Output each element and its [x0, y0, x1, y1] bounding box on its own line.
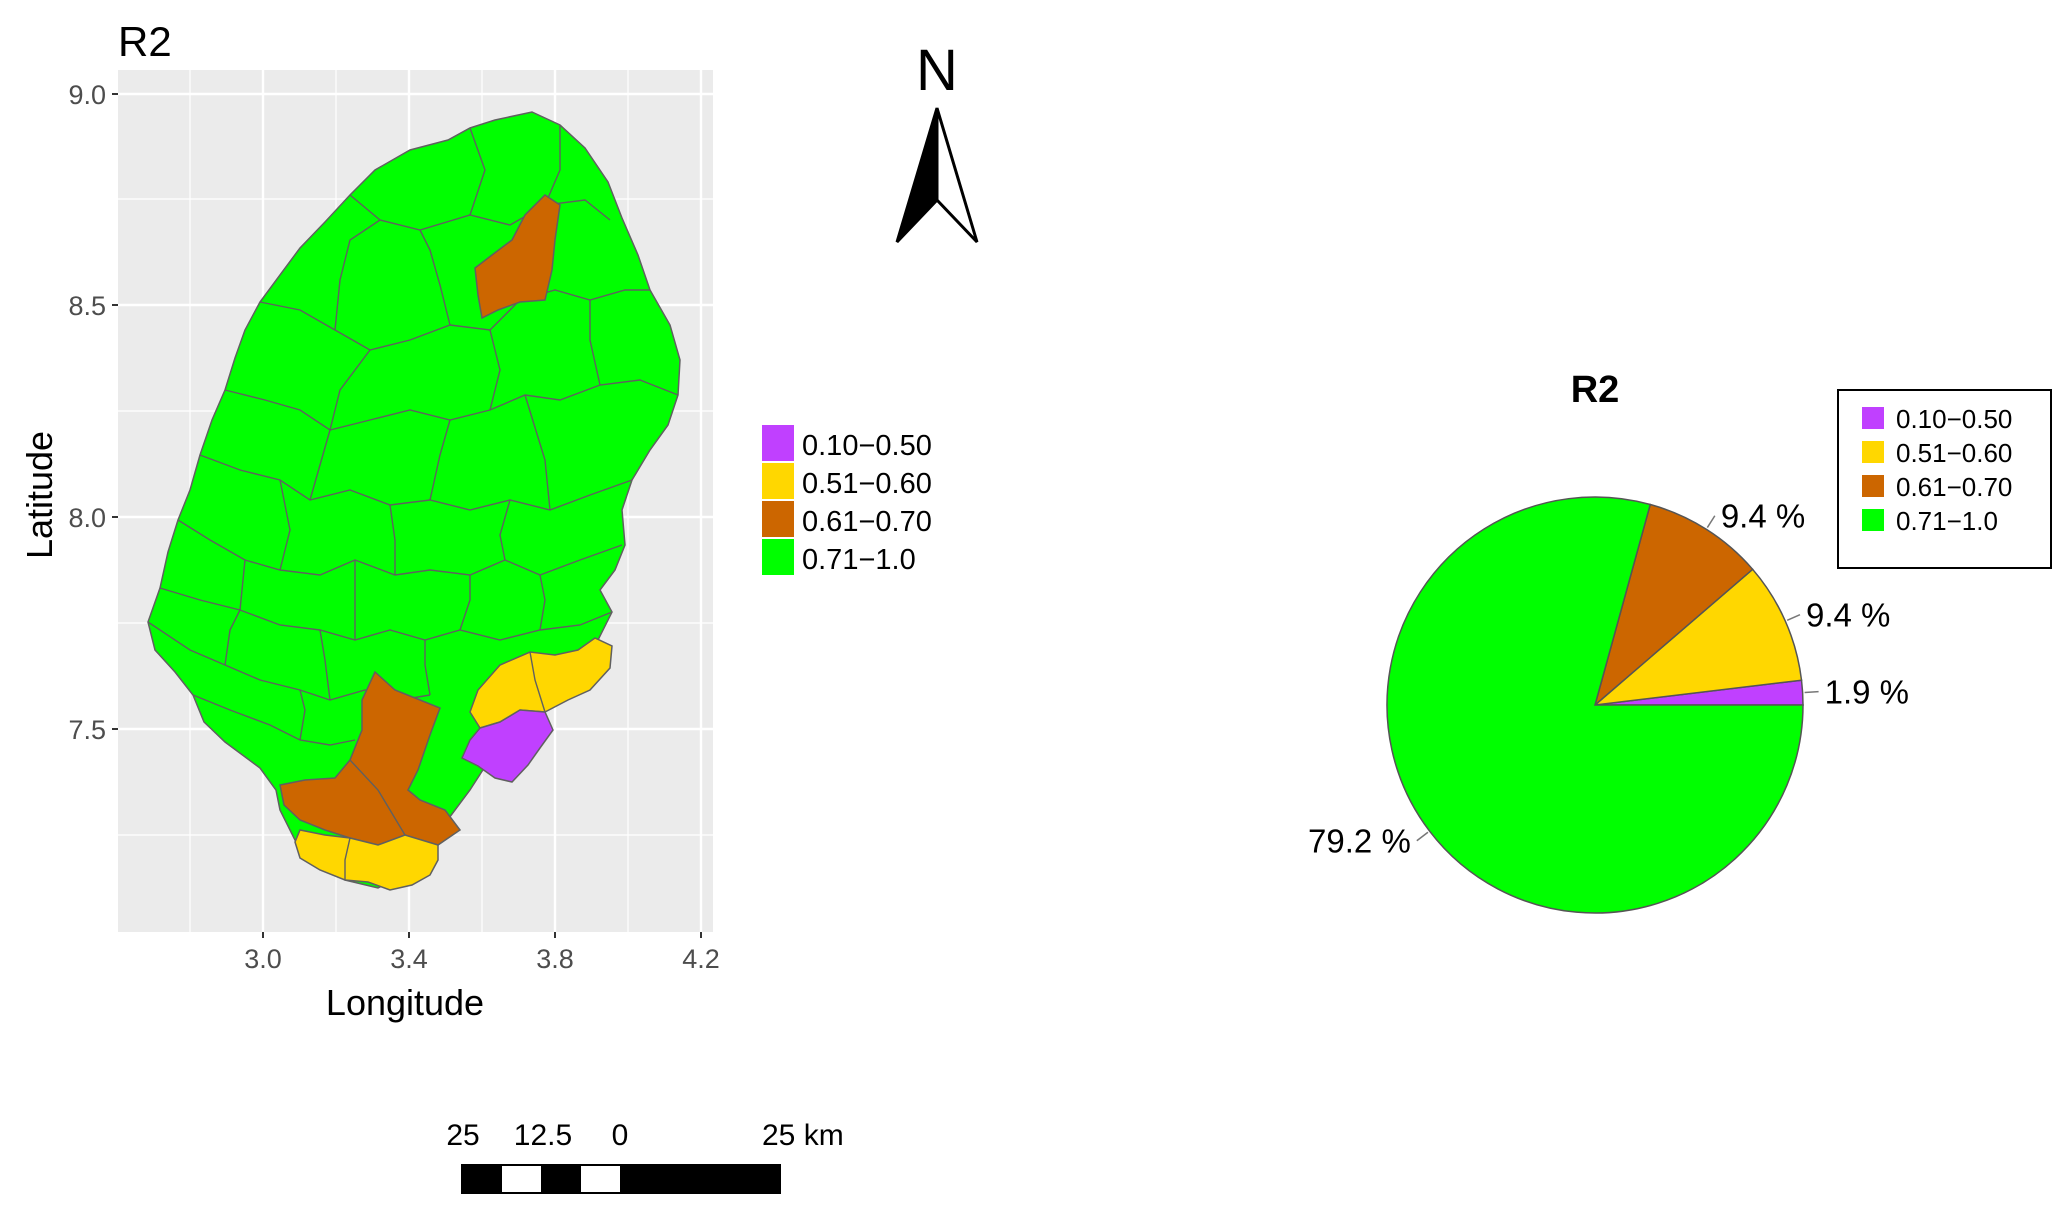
- map-y-axis-label: Latitude: [19, 431, 60, 559]
- scale-bar-segment: [541, 1165, 581, 1193]
- north-arrow: N: [895, 38, 979, 244]
- pie-value-label: 9.4 %: [1721, 498, 1805, 535]
- pie-value-label: 9.4 %: [1806, 597, 1890, 634]
- y-tick-label: 8.0: [68, 503, 106, 533]
- scale-bar-segment: [620, 1165, 780, 1193]
- north-arrow-label: N: [916, 38, 958, 103]
- pie-slice: [1593, 503, 1754, 708]
- pie-slice: [1386, 496, 1804, 914]
- subbasin-boundaries: [147, 125, 679, 746]
- subbasin-boundary-south: [349, 759, 406, 836]
- pie-slices: [1386, 496, 1804, 914]
- pie-legend-label: 0.61−0.70: [1896, 472, 2012, 502]
- subbasin-0.61-0.70-north: [474, 194, 561, 320]
- pie-legend: 0.10−0.50 0.51−0.60 0.61−0.70 0.71−1.0: [1837, 389, 2052, 569]
- legend-label: 0.61−0.70: [802, 506, 932, 538]
- x-tick-label: 4.2: [682, 944, 720, 974]
- subbasin-boundary-east-yellow: [529, 651, 546, 713]
- map-panel: R2: [19, 18, 932, 1023]
- scale-bar: 25 12.5 0 25 km: [446, 1119, 844, 1194]
- scale-label: 25 km: [762, 1119, 844, 1152]
- watershed-map: [147, 111, 681, 891]
- pie-leader-line: [1416, 831, 1429, 842]
- map-x-axis-label: Longitude: [326, 982, 484, 1023]
- pie-value-label: 79.2 %: [1308, 823, 1411, 860]
- y-tick-label: 9.0: [68, 80, 106, 110]
- legend-swatch: [762, 501, 794, 537]
- x-tick-label: 3.0: [244, 944, 282, 974]
- pie-title: R2: [1571, 369, 1620, 411]
- pie-value-labels: 1.9 % 9.4 % 9.4 % 79.2 %: [1308, 498, 1909, 860]
- pie-leader-line: [1786, 613, 1801, 621]
- scale-label: 12.5: [514, 1119, 572, 1152]
- pie-leader-line: [1706, 515, 1716, 528]
- pie-slice: [1592, 568, 1803, 707]
- legend-label: 0.51−0.60: [802, 468, 932, 500]
- legend-swatch: [762, 425, 794, 461]
- pie-value-label: 1.9 %: [1825, 674, 1909, 711]
- scale-label: 25: [446, 1119, 479, 1152]
- legend-label: 0.71−1.0: [802, 544, 916, 576]
- pie-legend-swatch: [1862, 441, 1884, 463]
- pie-legend-swatch: [1862, 407, 1884, 429]
- pie-leader-line: [1804, 690, 1819, 694]
- subbasin-boundary-south-yellow: [344, 837, 351, 880]
- pie-legend-swatch: [1862, 509, 1884, 531]
- scale-bar-segment: [462, 1165, 502, 1193]
- y-tick-label: 8.5: [68, 291, 106, 321]
- pie-chart: R2 1.9 % 9.4 % 9.4 % 79.2 % 0.10−0.50 0.51−0…: [1308, 369, 2052, 914]
- north-arrow-dark-half: [895, 107, 939, 244]
- north-arrow-light-half: [935, 107, 979, 244]
- map-axis-ticks: [112, 93, 702, 938]
- y-tick-label: 7.5: [68, 715, 106, 745]
- pie-legend-label: 0.10−0.50: [1896, 404, 2012, 434]
- legend-swatch: [762, 463, 794, 499]
- legend-swatch: [762, 539, 794, 575]
- subbasin-0.10-0.50: [461, 709, 554, 783]
- map-legend: 0.10−0.50 0.51−0.60 0.61−0.70 0.71−1.0: [762, 425, 932, 576]
- x-tick-label: 3.4: [390, 944, 428, 974]
- subbasin-0.51-0.60-south: [294, 829, 439, 891]
- pie-legend-label: 0.51−0.60: [1896, 438, 2012, 468]
- legend-label: 0.10−0.50: [802, 430, 932, 462]
- pie-legend-swatch: [1862, 475, 1884, 497]
- map-title: R2: [118, 18, 172, 65]
- scale-label: 0: [612, 1119, 629, 1152]
- pie-legend-label: 0.71−1.0: [1896, 506, 1998, 536]
- x-tick-label: 3.8: [536, 944, 574, 974]
